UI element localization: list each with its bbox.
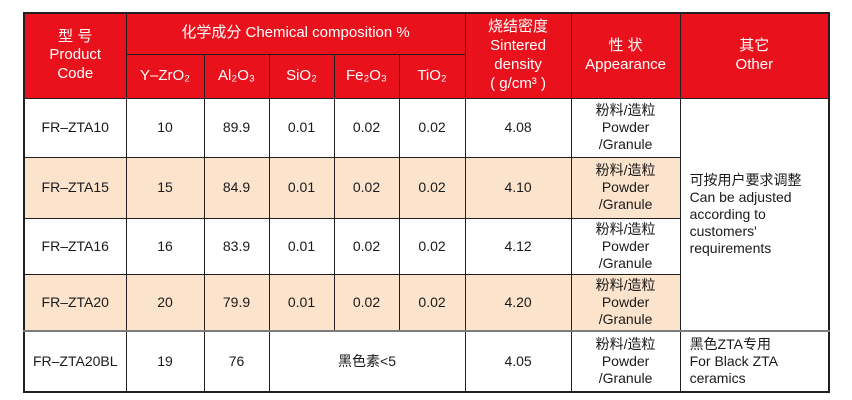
cell-appearance: 粉料/造粒 Powder /Granule: [570, 156, 681, 219]
cell-y-zro2: 15: [125, 156, 205, 219]
table-row: FR–ZTA10 10 89.9 0.01 0.02 0.02 4.08 粉料/…: [23, 97, 830, 332]
header-sintered-density: 烧结密度 Sintered density ( g/cm³ ): [464, 12, 572, 99]
cell-tio2: 0.02: [398, 273, 466, 332]
cell-product-code: FR–ZTA15: [23, 156, 127, 219]
cell-density: 4.12: [464, 217, 572, 275]
cell-al2o3: 84.9: [203, 156, 270, 219]
header-appearance: 性 状 Appearance: [570, 12, 681, 99]
table-row: FR–ZTA20 20 79.9 0.01 0.02 0.02 4.20 粉料/…: [23, 273, 829, 332]
cell-appearance: 粉料/造粒 Powder /Granule: [570, 330, 681, 393]
product-spec-table: 型 号 Product Code 化学成分 Chemical compositi…: [23, 12, 831, 394]
header-y-zro2: Y–ZrO₂: [125, 53, 205, 99]
cell-appearance: 粉料/造粒 Powder /Granule: [570, 273, 681, 332]
cell-fe2o3: 0.02: [333, 273, 400, 332]
header-al2o3: Al₂O₃: [203, 53, 270, 99]
cell-sio2: 0.01: [268, 97, 335, 158]
cell-al2o3: 89.9: [203, 97, 270, 158]
cell-other-note: 可按用户要求调整 Can be adjusted according to cu…: [679, 97, 830, 332]
cell-product-code: FR–ZTA20: [23, 273, 127, 332]
header-tio2: TiO₂: [398, 53, 466, 99]
cell-appearance: 粉料/造粒 Powder /Granule: [570, 97, 681, 158]
cell-fe2o3: 0.02: [333, 97, 400, 158]
table-row: FR–ZTA15 15 84.9 0.01 0.02 0.02 4.10 粉料/…: [23, 156, 829, 219]
cell-fe2o3: 0.02: [333, 217, 400, 275]
cell-sio2: 0.01: [268, 217, 335, 275]
cell-black-zta-note: 黑色ZTA专用 For Black ZTA ceramics: [679, 330, 830, 393]
cell-y-zro2: 10: [125, 97, 205, 158]
cell-product-code: FR–ZTA10: [23, 97, 127, 158]
cell-al2o3: 76: [203, 330, 270, 393]
cell-density: 4.05: [464, 330, 572, 393]
cell-product-code: FR–ZTA16: [23, 217, 127, 275]
cell-al2o3: 83.9: [203, 217, 270, 275]
cell-sio2: 0.01: [268, 156, 335, 219]
cell-al2o3: 79.9: [203, 273, 270, 332]
header-product-code: 型 号 Product Code: [23, 12, 127, 99]
cell-pigment-note: 黑色素<5: [268, 330, 466, 393]
table-row: FR–ZTA20BL 19 76 黑色素<5 4.05 粉料/造粒 Powder…: [23, 330, 830, 393]
header-sio2: SiO₂: [268, 53, 335, 99]
cell-y-zro2: 20: [125, 273, 205, 332]
cell-y-zro2: 16: [125, 217, 205, 275]
header-other: 其它 Other: [679, 12, 830, 99]
cell-fe2o3: 0.02: [333, 156, 400, 219]
cell-tio2: 0.02: [398, 156, 466, 219]
cell-density: 4.20: [464, 273, 572, 332]
header-fe2o3: Fe₂O₃: [333, 53, 400, 99]
cell-density: 4.10: [464, 156, 572, 219]
cell-y-zro2: 19: [125, 330, 205, 393]
cell-density: 4.08: [464, 97, 572, 158]
table-row: FR–ZTA16 16 83.9 0.01 0.02 0.02 4.12 粉料/…: [23, 217, 829, 275]
cell-tio2: 0.02: [398, 217, 466, 275]
cell-tio2: 0.02: [398, 97, 466, 158]
cell-product-code: FR–ZTA20BL: [23, 330, 127, 393]
cell-sio2: 0.01: [268, 273, 335, 332]
header-chemical-composition: 化学成分 Chemical composition %: [125, 12, 466, 55]
cell-appearance: 粉料/造粒 Powder /Granule: [570, 217, 681, 275]
